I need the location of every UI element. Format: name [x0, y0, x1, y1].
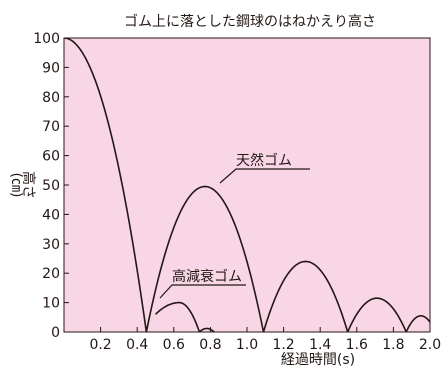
x-tick-label: 1.8 [382, 337, 404, 353]
chart-title: ゴム上に落とした鋼球のはねかえり高さ [124, 13, 376, 30]
x-tick-label: 1.0 [236, 337, 258, 353]
x-tick-label: 0.6 [163, 337, 185, 353]
x-tick-label: 0.8 [199, 337, 221, 353]
y-tick-label: 50 [42, 178, 60, 194]
y-tick-label: 30 [42, 237, 60, 253]
series-label-high-damping: 高減衰ゴム [159, 268, 246, 299]
series-label-high-damping-text: 高減衰ゴム [172, 268, 242, 285]
x-tick-label: 0.4 [126, 337, 148, 353]
y-tick-label: 10 [42, 296, 60, 312]
x-tick-label: 1.4 [309, 337, 331, 353]
series-natural-rubber-line [64, 38, 430, 332]
y-tick-label: 40 [42, 207, 60, 223]
x-tick-label: 2.0 [419, 337, 441, 353]
series-layer [64, 38, 430, 332]
y-tick-label: 60 [42, 149, 60, 165]
y-tick-label: 100 [33, 31, 60, 47]
y-tick-label: 90 [42, 60, 60, 76]
y-tick-label: 20 [42, 266, 60, 282]
y-tick-label: 80 [42, 90, 60, 106]
series-label-natural-rubber-text: 天然ゴム [236, 152, 292, 169]
y-axis-unit: (㎝) [8, 173, 24, 198]
y-tick-label: 70 [42, 119, 60, 135]
y-axis-ticks: 0 10 20 30 40 50 60 70 80 90 100 [33, 31, 69, 341]
y-axis-label: 高さ [20, 171, 37, 199]
series-label-natural-rubber: 天然ゴム [219, 152, 310, 184]
y-tick-label: 0 [51, 325, 60, 341]
plot-area [63, 37, 431, 333]
series-label-natural-rubber-leader [219, 168, 310, 184]
x-axis-label: 経過時間(s) [281, 352, 355, 368]
x-tick-label: 1.6 [346, 337, 368, 353]
x-axis-ticks: 0.2 0.4 0.6 0.8 1.0 1.2 1.4 1.6 1.8 2.0 [89, 327, 441, 353]
x-tick-label: 1.2 [272, 337, 294, 353]
x-tick-label: 0.2 [89, 337, 111, 353]
series-label-high-damping-leader [159, 284, 246, 299]
series-high-damping-line [154, 301, 215, 332]
